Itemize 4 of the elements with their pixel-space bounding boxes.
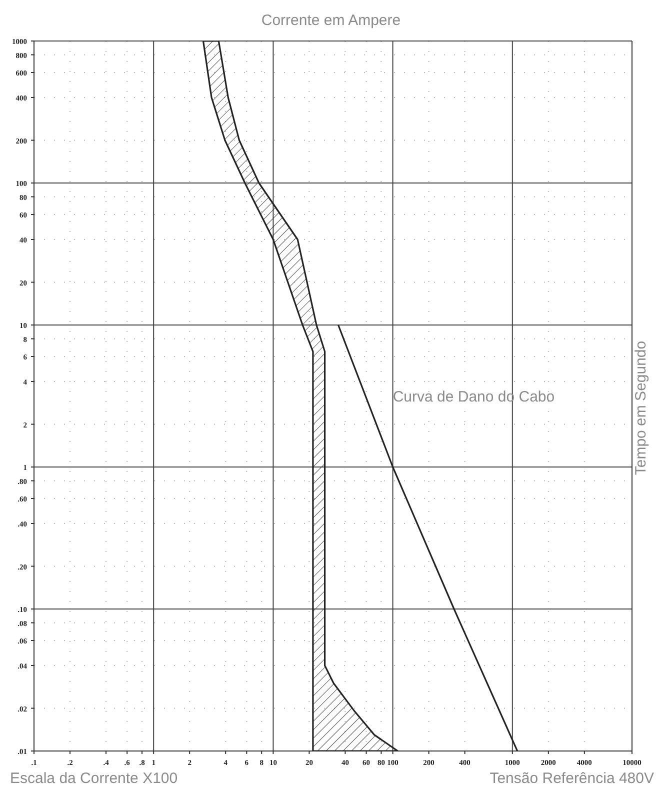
- x-axis-title: Escala da Corrente X100: [10, 770, 178, 787]
- text: Tensão Referência 480V: [490, 770, 654, 787]
- chart-title: Corrente em Ampere: [260, 12, 402, 29]
- y-axis-title: Tempo em Segundo: [632, 340, 650, 476]
